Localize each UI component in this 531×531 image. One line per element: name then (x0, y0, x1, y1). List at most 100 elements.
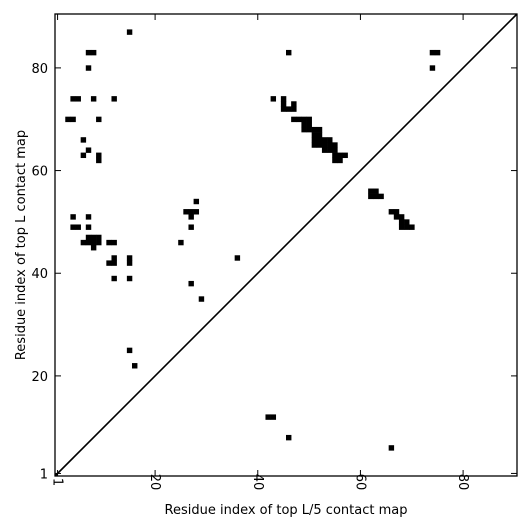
contact-point-top-l (378, 193, 384, 200)
contact-points (65, 29, 441, 451)
contact-point-top-l (126, 260, 133, 266)
contact-point-top-l (311, 126, 318, 133)
contact-point-top-l (337, 152, 343, 159)
contact-point-top-l (280, 96, 287, 102)
contact-point-top-l (280, 106, 287, 112)
contact-point-top-l (85, 147, 92, 153)
contact-point-top-l (96, 152, 102, 159)
contact-point-top-l (65, 116, 71, 123)
y-tick-label: 60 (31, 165, 48, 180)
contact-point-top-l (85, 65, 92, 71)
contact-point-top-l (393, 209, 400, 215)
contact-point-top-l (327, 142, 333, 148)
contact-point-top-l (316, 126, 323, 133)
contact-point-top-l (291, 101, 297, 107)
contact-point-top-l (316, 137, 323, 143)
contact-point-top-l (85, 239, 92, 246)
contact-point-top-l (126, 347, 133, 354)
contact-point-top-l (90, 245, 97, 251)
contact-point-top-l (111, 96, 117, 102)
contact-point-top-l (321, 137, 328, 143)
contact-point-top-l (429, 49, 436, 56)
contact-point-top-l (311, 142, 318, 148)
contact-point-top-l (286, 106, 292, 112)
contact-point-top-l (321, 147, 328, 153)
contact-point-top-l (393, 214, 400, 220)
contact-point-top-l (311, 132, 318, 138)
y-tick-label: 20 (31, 370, 48, 385)
contact-point-top-l (321, 142, 328, 148)
contact-point-top-l (90, 234, 97, 241)
contact-point-top-l (188, 209, 194, 215)
contact-point-top-l (373, 193, 379, 200)
contact-point-top-l (126, 255, 133, 261)
contact-point-top-l (332, 157, 338, 164)
contact-point-top-l (398, 224, 405, 230)
contact-point-top-l (75, 96, 81, 102)
y-tick-label: 40 (31, 267, 48, 282)
contact-point-top-l (301, 121, 307, 128)
contact-point-top-l (398, 219, 405, 225)
contact-point-top-l (291, 106, 297, 112)
contact-point-top-l (327, 147, 333, 153)
contact-point-top-l (111, 239, 117, 246)
contact-point-top-l (80, 152, 87, 159)
contact-point-top-l (96, 157, 102, 164)
contact-point-top-l (301, 116, 307, 123)
contact-point-top-l (70, 116, 76, 123)
contact-point-top-l5 (270, 414, 277, 420)
x-tick-label: 40 (250, 474, 265, 491)
contact-point-top-l (373, 188, 379, 194)
contact-point-top-l (132, 363, 138, 369)
contact-point-top-l (368, 188, 374, 194)
y-axis-title: Residue index of top L contact map (14, 130, 29, 360)
contact-point-top-l (337, 157, 343, 164)
x-axis-title: Residue index of top L/5 contact map (165, 503, 408, 518)
contact-point-top-l (70, 224, 76, 230)
contact-point-top-l (234, 255, 241, 261)
contact-point-top-l (188, 280, 194, 287)
contact-point-top-l (90, 239, 97, 246)
contact-point-top-l (332, 142, 338, 148)
x-tick-label: 20 (147, 474, 162, 491)
contact-point-top-l (332, 152, 338, 159)
contact-point-top-l (306, 121, 312, 128)
contact-point-top-l (90, 96, 97, 102)
contact-point-top-l (193, 209, 200, 215)
contact-point-top-l (85, 224, 92, 230)
contact-point-top-l (126, 29, 133, 35)
contact-point-top-l (429, 65, 436, 71)
x-tick-label: 60 (352, 474, 367, 491)
contact-point-top-l (404, 224, 410, 230)
contact-point-top-l (270, 96, 277, 102)
contact-point-top-l (188, 224, 194, 230)
contact-point-top-l (193, 198, 200, 205)
contact-point-top-l (188, 214, 194, 220)
contact-point-top-l (291, 116, 297, 123)
contact-point-top-l (80, 137, 87, 143)
contact-point-top-l (311, 137, 318, 143)
contact-point-top-l (96, 116, 102, 123)
contact-point-top-l (111, 275, 117, 282)
contact-point-top-l (306, 116, 312, 123)
contact-point-top-l (106, 260, 112, 266)
contact-point-top-l (80, 239, 87, 246)
contact-point-top-l (96, 234, 102, 241)
contact-point-top-l (316, 132, 323, 138)
contact-point-top-l (280, 101, 287, 107)
contact-point-top-l (75, 224, 81, 230)
contact-point-top-l (111, 255, 117, 261)
contact-point-top-l5 (265, 414, 271, 420)
contact-point-top-l (90, 49, 97, 56)
contact-point-top-l (286, 49, 292, 56)
contact-point-top-l (85, 214, 92, 220)
contact-point-top-l (327, 137, 333, 143)
contact-point-top-l (434, 49, 441, 56)
contact-point-top-l (342, 152, 348, 159)
contact-point-top-l (85, 49, 92, 56)
y-tick-label: 80 (31, 62, 48, 77)
contact-point-top-l (178, 239, 184, 246)
x-tick-label: 1 (50, 478, 65, 486)
contact-point-top-l (96, 239, 102, 246)
